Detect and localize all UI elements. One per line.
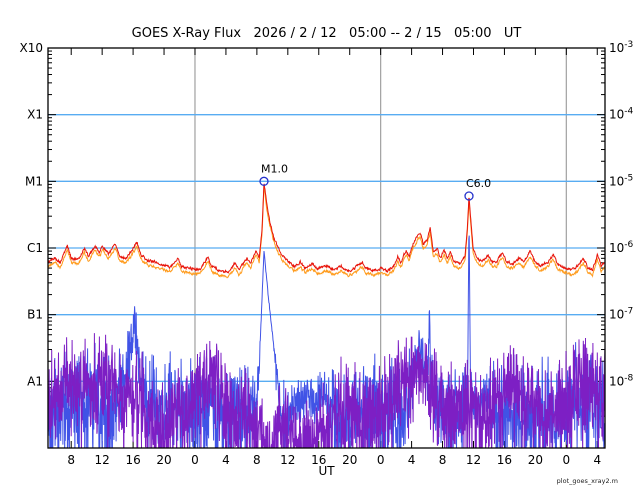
y-left-label: M1 xyxy=(25,174,43,188)
y-left-label: B1 xyxy=(27,308,43,322)
y-right-label: 10-3 xyxy=(609,40,633,55)
watermark-script-name: plot_goes_xray2.m xyxy=(556,477,618,485)
page-title: GOES X-Ray Flux 2026 / 2 / 12 05:00 -- 2… xyxy=(131,26,522,41)
y-left-label: C1 xyxy=(27,241,43,255)
x-tick-label: 4 xyxy=(222,453,230,467)
trace-goes-short-purple xyxy=(48,333,605,448)
y-left-label: A1 xyxy=(27,374,43,388)
x-tick-label: 16 xyxy=(311,453,326,467)
y-right-label: 10-4 xyxy=(609,107,634,122)
x-tick-label: 8 xyxy=(67,453,75,467)
y-right-label: 10-5 xyxy=(609,173,633,188)
trace-goes-long-red xyxy=(48,183,605,274)
x-tick-label: 16 xyxy=(125,453,140,467)
plot-frame xyxy=(47,47,606,449)
x-tick-label: 20 xyxy=(156,453,171,467)
y-left-labels: X10 X1 M1 C1 B1 A1 xyxy=(20,41,44,388)
trace-goes-short-blue xyxy=(48,235,605,448)
y-right-label: 10-7 xyxy=(609,307,633,322)
y-left-label: X1 xyxy=(27,108,43,122)
x-tick-label: 0 xyxy=(377,453,385,467)
x-tick-label: 20 xyxy=(342,453,357,467)
flux-traces xyxy=(48,183,605,448)
x-tick-label: 16 xyxy=(497,453,512,467)
flare-label: M1.0 xyxy=(261,162,288,175)
y-right-labels: 10-3 10-4 10-5 10-6 10-7 10-8 xyxy=(609,40,634,388)
y-right-label: 10-6 xyxy=(609,240,634,255)
x-tick-label: 20 xyxy=(528,453,543,467)
x-tick-label: 12 xyxy=(95,453,110,467)
trace-goes-long-orange xyxy=(48,188,605,279)
flare-label: C6.0 xyxy=(466,177,491,190)
x-tick-label: 4 xyxy=(593,453,601,467)
flare-marker-circle xyxy=(259,176,269,186)
x-tick-label: 0 xyxy=(562,453,570,467)
x-tick-labels: 8 12 16 20 0 4 8 12 16 20 0 4 8 12 16 20 0 4 xyxy=(67,453,601,467)
y-left-label: X10 xyxy=(20,41,44,55)
flare-annotations: M1.0 C6.0 xyxy=(259,162,491,201)
flare-marker-circle xyxy=(464,191,474,201)
y-right-label: 10-8 xyxy=(609,373,634,388)
x-tick-label: 4 xyxy=(408,453,416,467)
x-tick-label: 12 xyxy=(466,453,481,467)
x-tick-label: 0 xyxy=(191,453,199,467)
x-tick-label: 8 xyxy=(439,453,447,467)
x-tick-label: 8 xyxy=(253,453,261,467)
x-axis-title: UT xyxy=(318,464,335,478)
x-tick-label: 12 xyxy=(280,453,295,467)
